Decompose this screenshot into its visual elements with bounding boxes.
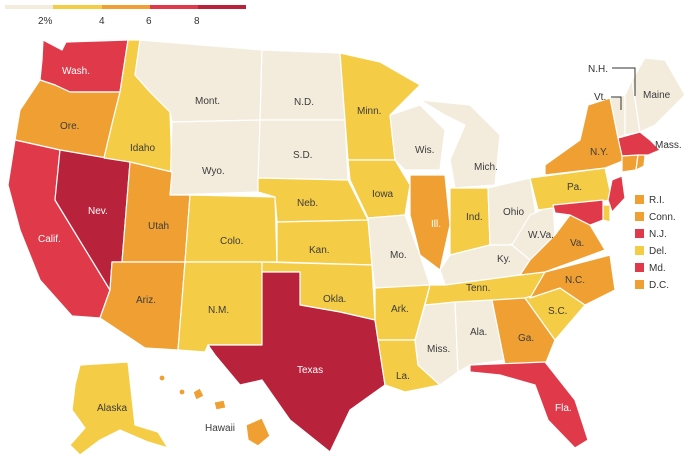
label-mn: Minn. [357, 106, 381, 117]
key-label-dc: D.C. [649, 280, 669, 291]
label-tx: Texas [297, 365, 323, 376]
label-il: Ill. [431, 219, 441, 230]
legend-swatch-bin3 [102, 5, 150, 9]
label-ut: Utah [148, 221, 169, 232]
label-mi: Mich. [474, 162, 498, 173]
state-tx [207, 271, 386, 453]
state-wi [389, 104, 446, 171]
label-wv: W.Va. [528, 230, 554, 241]
label-me: Maine [643, 90, 671, 101]
label-nd: N.D. [294, 97, 314, 108]
legend-tick-2: 2% [38, 16, 53, 27]
label-nc: N.C. [565, 275, 585, 286]
label-ak: Alaska [97, 403, 127, 414]
legend-swatch-bin4 [150, 5, 198, 9]
state-co [184, 194, 278, 263]
state-ak [69, 361, 169, 456]
key-swatch-ct [635, 212, 644, 221]
state-nd [259, 49, 346, 121]
label-ar: Ark. [391, 304, 409, 315]
state-nj [607, 175, 626, 213]
label-ks: Kan. [309, 245, 330, 256]
label-hi: Hawaii [205, 423, 235, 434]
key-swatch-md [635, 263, 644, 272]
label-in: Ind. [466, 212, 483, 223]
label-nm: N.M. [208, 305, 229, 316]
label-mo: Mo. [390, 250, 407, 261]
state-al [454, 299, 506, 373]
state-md [552, 199, 604, 226]
key-swatch-ri [635, 195, 644, 204]
legend-swatch-bin5 [198, 5, 246, 9]
small-states-key: R.I. Conn. N.J. Del. Md. D.C. [635, 195, 676, 291]
label-or: Ore. [60, 121, 79, 132]
label-ma: Mass. [655, 140, 682, 151]
state-wy [169, 119, 261, 196]
label-az: Ariz. [136, 295, 156, 306]
legend-tick-4: 4 [99, 16, 105, 27]
label-ne: Neb. [297, 198, 318, 209]
label-tn: Tenn. [466, 283, 490, 294]
state-hi [158, 374, 271, 447]
label-wi: Wis. [415, 145, 434, 156]
label-sc: S.C. [548, 306, 567, 317]
key-label-de: Del. [649, 246, 667, 257]
label-al: Ala. [470, 327, 487, 338]
label-co: Colo. [220, 236, 243, 247]
label-fl: Fla. [555, 403, 572, 414]
state-ga [491, 297, 556, 366]
legend-tick-8: 8 [194, 16, 200, 27]
label-va: Va. [570, 238, 584, 249]
label-la: La. [396, 371, 410, 382]
label-wa: Wash. [62, 66, 90, 77]
key-label-md: Md. [649, 263, 666, 274]
state-ri [635, 154, 646, 171]
key-label-ct: Conn. [649, 212, 676, 223]
label-vt: Vt. [594, 92, 606, 103]
state-ks [276, 219, 373, 266]
key-label-ri: R.I. [649, 195, 665, 206]
state-fl [469, 361, 589, 449]
key-label-nj: N.J. [649, 229, 667, 240]
key-swatch-de [635, 246, 644, 255]
color-legend: 2% 4 6 8 [5, 5, 246, 27]
callout-line-vt [611, 96, 622, 110]
label-id: Idaho [130, 143, 155, 154]
label-oh: Ohio [503, 207, 525, 218]
label-ia: Iowa [372, 189, 394, 200]
label-ga: Ga. [518, 333, 534, 344]
label-ms: Miss. [427, 344, 450, 355]
label-pa: Pa. [567, 182, 582, 193]
state-az [99, 261, 186, 351]
callout-line-nh [612, 67, 636, 96]
label-ny: N.Y. [590, 147, 608, 158]
legend-tick-6: 6 [146, 16, 152, 27]
key-swatch-dc [635, 280, 644, 289]
label-nh: N.H. [588, 64, 608, 75]
label-wy: Wyo. [202, 166, 225, 177]
label-mt: Mont. [195, 96, 220, 107]
label-nv: Nev. [88, 206, 108, 217]
state-de [602, 204, 611, 223]
legend-swatch-bin1 [5, 5, 53, 9]
key-swatch-nj [635, 229, 644, 238]
label-ky: Ky. [497, 254, 511, 265]
label-ok: Okla. [323, 294, 346, 305]
label-sd: S.D. [293, 150, 312, 161]
label-ca: Calif. [38, 234, 61, 245]
legend-swatch-bin2 [53, 5, 102, 9]
